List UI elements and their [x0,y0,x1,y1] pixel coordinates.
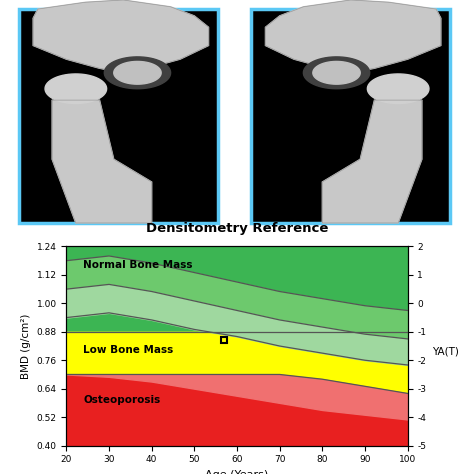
Polygon shape [313,62,360,84]
Polygon shape [322,100,422,223]
Polygon shape [367,74,429,103]
FancyBboxPatch shape [19,9,218,223]
Polygon shape [52,100,152,223]
Polygon shape [104,57,171,89]
Polygon shape [45,74,107,103]
FancyBboxPatch shape [251,9,450,223]
Text: Densitometry Reference: Densitometry Reference [146,222,328,235]
Text: Low Bone Mass: Low Bone Mass [83,345,173,355]
Text: Normal Bone Mass: Normal Bone Mass [83,260,193,270]
Polygon shape [303,57,370,89]
X-axis label: Age (Years): Age (Years) [205,470,269,474]
Polygon shape [33,0,209,73]
Text: Osteoporosis: Osteoporosis [83,395,161,405]
Polygon shape [114,62,161,84]
Y-axis label: YA(T): YA(T) [432,346,459,356]
Polygon shape [265,0,441,73]
Y-axis label: BMD (g/cm²): BMD (g/cm²) [21,313,31,379]
